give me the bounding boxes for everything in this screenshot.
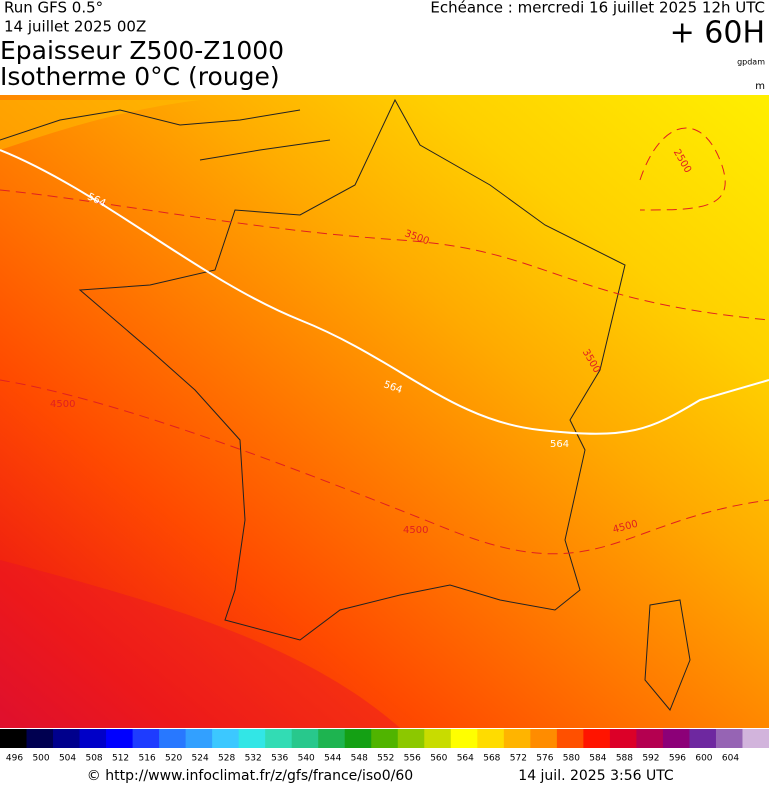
lead-time: + 60H [670,16,765,51]
colorbar-label: 500 [32,754,49,764]
colorbar-swatch [503,729,531,748]
colorbar-label: 576 [536,754,553,764]
field-patch [0,100,200,150]
contour-label: 564 [550,439,569,450]
valid-time: Echéance : mercredi 16 juillet 2025 12h … [430,0,765,17]
colorbar-label: 592 [642,754,659,764]
colorbar-swatch [530,729,558,748]
header: Run GFS 0.5° 14 juillet 2025 00Z Epaisse… [0,0,765,92]
colorbar-label: 604 [722,754,739,764]
colorbar-swatch [106,729,134,748]
colorbar-label: 552 [377,754,394,764]
colorbar-label: 568 [483,754,500,764]
colorbar-swatch [477,729,505,748]
colorbar-label: 520 [165,754,182,764]
subtitle: Isotherme 0°C (rouge) [0,62,280,91]
colorbar-swatch [662,729,690,748]
colorbar-label: 516 [139,754,156,764]
colorbar-swatch [0,729,28,748]
colorbar-label: 540 [298,754,315,764]
colorbar-swatch [583,729,611,748]
colorbar-label: 504 [59,754,76,764]
colorbar-swatch [238,729,266,748]
unit: gpdam [737,58,765,67]
title: Epaisseur Z500-Z1000 [0,36,284,65]
colorbar-label: 564 [457,754,474,764]
colorbar-swatch [636,729,664,748]
colorbar-label: 532 [245,754,262,764]
colorbar-swatch [159,729,187,748]
timestamp: 14 juil. 2025 3:56 UTC [518,768,674,784]
colorbar-label: 588 [616,754,633,764]
colorbar-swatch [742,729,769,748]
colorbar-swatch [132,729,160,748]
colorbar-label: 596 [669,754,686,764]
colorbar-swatch [424,729,452,748]
run-date: 14 juillet 2025 00Z [4,18,146,36]
colorbar-swatch [185,729,213,748]
colorbar-swatch [371,729,399,748]
colorbar-swatch [265,729,293,748]
colorbar-label: 560 [430,754,447,764]
colorbar-swatch [609,729,637,748]
colorbar-swatch [689,729,717,748]
map: 564 564 564 3500 3500 2500 4500 4500 450… [0,95,769,728]
colorbar-label: 524 [192,754,209,764]
colorbar-label: 600 [695,754,712,764]
colorbar-label: 572 [510,754,527,764]
colorbar: 496 500 504 508 512 516 520 524 528 532 536 540 544 5… [0,729,769,764]
uk-coast [0,109,331,161]
colorbar-swatch [53,729,81,748]
colorbar-label: 556 [404,754,421,764]
colorbar-label: 584 [589,754,606,764]
source-url: © http://www.infoclimat.fr/z/gfs/france/… [87,768,413,784]
colorbar-swatch [212,729,240,748]
colorbar-label: 508 [85,754,102,764]
colorbar-label: 548 [351,754,368,764]
colorbar-swatch [556,729,584,748]
colorbar-swatch [397,729,425,748]
unit: m [755,81,765,92]
colorbar-label: 528 [218,754,235,764]
field-patch [0,560,400,728]
colorbar-swatch [318,729,346,748]
colorbar-swatch [715,729,743,748]
colorbar-swatch [26,729,54,748]
colorbar-swatch [79,729,107,748]
contour-label: 4500 [50,399,75,410]
colorbar-label: 512 [112,754,129,764]
contour-label: 4500 [403,525,428,536]
colorbar-swatch [450,729,478,748]
colorbar-label: 580 [563,754,580,764]
colorbar-swatch [291,729,319,748]
colorbar-swatch [344,729,372,748]
isoline-564 [0,149,769,435]
colorbar-label: 544 [324,754,341,764]
colorbar-label: 536 [271,754,288,764]
iso0-line [639,127,726,211]
iso0-line [0,189,769,321]
corsica-outline [644,599,691,711]
colorbar-label: 496 [6,754,23,764]
run-label: Run GFS 0.5° [4,0,103,17]
france-outline [78,98,626,641]
